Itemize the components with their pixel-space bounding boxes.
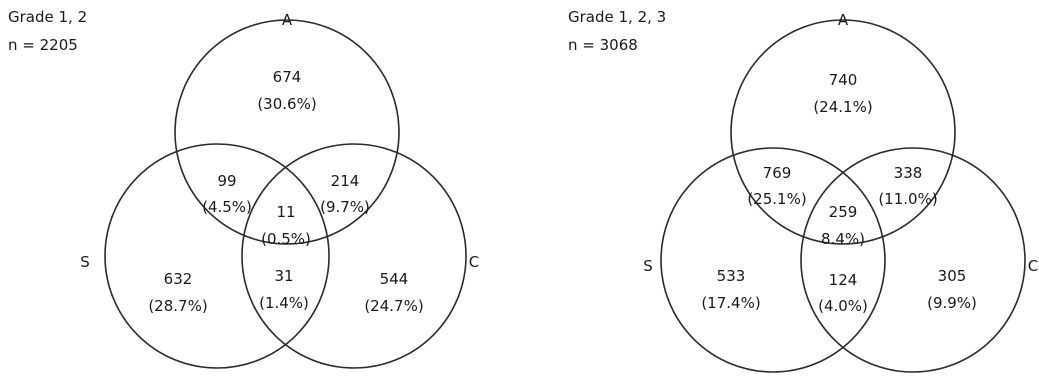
region-s-only-count: 632 <box>164 270 193 288</box>
set-label-s: S <box>643 257 653 275</box>
region-ac-pct: (9.7%) <box>320 198 370 216</box>
region-sc-pct: (4.0%) <box>818 297 868 315</box>
region-ac-count: 338 <box>894 164 923 182</box>
region-ac-count: 214 <box>331 172 360 190</box>
diagram-title: Grade 1, 2, 3 <box>568 8 666 26</box>
diagram-n-label: n = 3068 <box>568 36 638 54</box>
circle-s <box>660 147 886 373</box>
region-asc-count: 11 <box>276 203 295 221</box>
region-sc-count: 124 <box>829 271 858 289</box>
region-c-only-count: 305 <box>938 267 967 285</box>
set-label-s: S <box>80 253 90 271</box>
region-s-only-pct: (28.7%) <box>148 297 207 315</box>
region-sc-count: 31 <box>274 267 293 285</box>
diagram-n-label: n = 2205 <box>8 36 78 54</box>
diagram-title: Grade 1, 2 <box>8 8 87 26</box>
region-sc-pct: (1.4%) <box>259 294 309 312</box>
region-a-only-count: 740 <box>829 71 858 89</box>
region-c-only-count: 544 <box>380 270 409 288</box>
region-c-only-pct: (24.7%) <box>364 297 423 315</box>
region-asc-pct: 8.4%) <box>821 230 865 248</box>
venn-diagram-grade-1-2-3: Grade 1, 2, 3 n = 3068 A S C 740 (24.1%)… <box>568 8 1038 373</box>
circle-a <box>174 19 400 245</box>
circle-s <box>104 143 330 369</box>
region-as-count: 769 <box>763 164 792 182</box>
region-s-only-pct: (17.4%) <box>701 294 760 312</box>
circle-c <box>800 147 1026 373</box>
set-label-c: C <box>469 253 479 271</box>
region-as-pct: (4.5%) <box>202 198 252 216</box>
region-as-pct: (25.1%) <box>747 190 806 208</box>
region-a-only-pct: (30.6%) <box>257 95 316 113</box>
circle-c <box>241 143 467 369</box>
region-c-only-pct: (9.9%) <box>927 294 977 312</box>
region-asc-pct: (0.5%) <box>261 230 311 248</box>
region-a-only-pct: (24.1%) <box>813 98 872 116</box>
circle-a <box>730 19 956 245</box>
region-asc-count: 259 <box>829 203 858 221</box>
set-label-a: A <box>838 11 849 29</box>
region-a-only-count: 674 <box>273 68 302 86</box>
set-label-a: A <box>282 11 293 29</box>
region-s-only-count: 533 <box>717 267 746 285</box>
region-as-count: 99 <box>217 172 236 190</box>
set-label-c: C <box>1028 257 1038 275</box>
region-ac-pct: (11.0%) <box>878 190 937 208</box>
venn-diagram-grade-1-2: Grade 1, 2 n = 2205 A S C 674 (30.6%) 99… <box>8 8 479 369</box>
